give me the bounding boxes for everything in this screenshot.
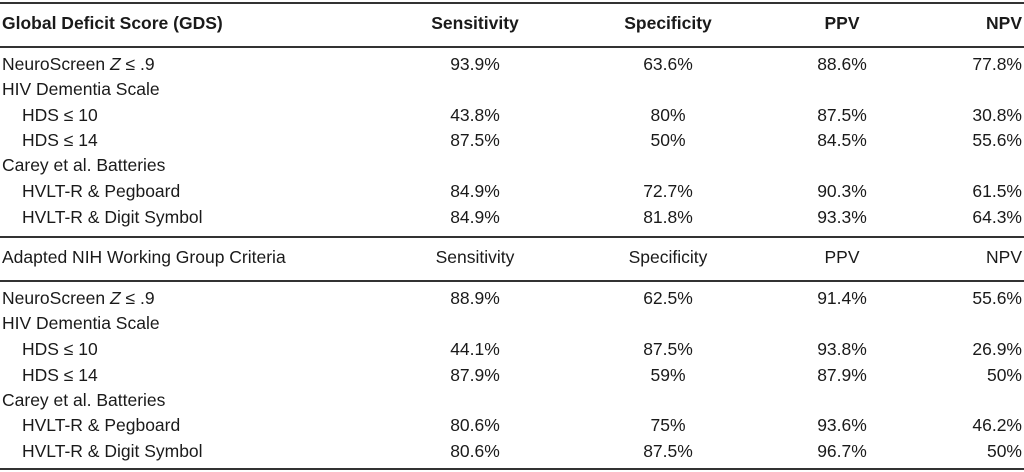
table-row: HVLT-R & Digit Symbol 84.9% 81.8% 93.3% … [0, 204, 1024, 230]
section-2-header-row: Adapted NIH Working Group Criteria Sensi… [0, 244, 1024, 270]
table-row: NeuroScreen Z ≤ .9 88.9% 62.5% 91.4% 55.… [0, 285, 1024, 311]
specificity-cell: 62.5% [643, 288, 693, 308]
row-label: HDS ≤ 10 [22, 105, 98, 125]
row-label: HDS ≤ 14 [22, 365, 98, 385]
table-row: HIV Dementia Scale [0, 76, 1024, 102]
section-2-title: Adapted NIH Working Group Criteria [2, 247, 286, 267]
col-header-specificity: Specificity [624, 13, 712, 33]
npv-cell: 55.6% [972, 130, 1022, 150]
table-row: HDS ≤ 14 87.9% 59% 87.9% 50% [0, 362, 1024, 388]
ppv-cell: 87.9% [817, 365, 867, 385]
row-label: HIV Dementia Scale [2, 313, 160, 333]
specificity-cell: 50% [650, 130, 686, 150]
npv-cell: 26.9% [972, 339, 1022, 359]
specificity-cell: 59% [650, 365, 686, 385]
npv-cell: 55.6% [972, 288, 1022, 308]
row-label: HVLT-R & Digit Symbol [22, 207, 203, 227]
row-label: Carey et al. Batteries [2, 155, 166, 175]
specificity-cell: 81.8% [643, 207, 693, 227]
row-label: Carey et al. Batteries [2, 390, 166, 410]
ppv-cell: 84.5% [817, 130, 867, 150]
npv-cell: 61.5% [972, 181, 1022, 201]
sensitivity-cell: 87.5% [450, 130, 500, 150]
sensitivity-cell: 44.1% [450, 339, 500, 359]
ppv-cell: 93.6% [817, 415, 867, 435]
specificity-cell: 63.6% [643, 54, 693, 74]
col-header-ppv: PPV [824, 13, 860, 33]
table-row: HDS ≤ 10 44.1% 87.5% 93.8% 26.9% [0, 336, 1024, 362]
table-row: NeuroScreen Z ≤ .9 93.9% 63.6% 88.6% 77.… [0, 51, 1024, 77]
row-label: HVLT-R & Digit Symbol [22, 441, 203, 461]
row-label: HVLT-R & Pegboard [22, 415, 181, 435]
table-row: HVLT-R & Pegboard 84.9% 72.7% 90.3% 61.5… [0, 178, 1024, 204]
ppv-cell: 87.5% [817, 105, 867, 125]
npv-cell: 50% [986, 441, 1022, 461]
section-1-header-row: Global Deficit Score (GDS) Sensitivity S… [0, 10, 1024, 36]
ppv-cell: 91.4% [817, 288, 867, 308]
sensitivity-cell: 80.6% [450, 441, 500, 461]
specificity-cell: 72.7% [643, 181, 693, 201]
table-row: HVLT-R & Digit Symbol 80.6% 87.5% 96.7% … [0, 438, 1024, 464]
row-label: HIV Dementia Scale [2, 79, 160, 99]
col-header-npv: NPV [986, 247, 1022, 267]
row-label: HDS ≤ 10 [22, 339, 98, 359]
table-row: HIV Dementia Scale [0, 310, 1024, 336]
sensitivity-cell: 93.9% [450, 54, 500, 74]
top-rule [0, 2, 1024, 4]
ppv-cell: 93.8% [817, 339, 867, 359]
ppv-cell: 88.6% [817, 54, 867, 74]
table-row: HDS ≤ 10 43.8% 80% 87.5% 30.8% [0, 102, 1024, 128]
table-row: Carey et al. Batteries [0, 152, 1024, 178]
table-row: HDS ≤ 14 87.5% 50% 84.5% 55.6% [0, 127, 1024, 153]
specificity-cell: 87.5% [643, 441, 693, 461]
section-1-header-rule [0, 46, 1024, 48]
section-2-header-rule [0, 280, 1024, 282]
ppv-cell: 93.3% [817, 207, 867, 227]
section-1-title: Global Deficit Score (GDS) [2, 13, 223, 33]
sensitivity-cell: 87.9% [450, 365, 500, 385]
ppv-cell: 90.3% [817, 181, 867, 201]
col-header-npv: NPV [986, 13, 1022, 33]
section-divider-rule [0, 236, 1024, 238]
col-header-ppv: PPV [824, 247, 860, 267]
table-row: Carey et al. Batteries [0, 387, 1024, 413]
row-label: HDS ≤ 14 [22, 130, 98, 150]
sensitivity-cell: 84.9% [450, 207, 500, 227]
sensitivity-cell: 80.6% [450, 415, 500, 435]
npv-cell: 50% [986, 365, 1022, 385]
row-label: NeuroScreen Z ≤ .9 [2, 54, 155, 74]
specificity-cell: 75% [650, 415, 686, 435]
table-row: HVLT-R & Pegboard 80.6% 75% 93.6% 46.2% [0, 412, 1024, 438]
sensitivity-cell: 88.9% [450, 288, 500, 308]
sensitivity-cell: 84.9% [450, 181, 500, 201]
npv-cell: 64.3% [972, 207, 1022, 227]
col-header-specificity: Specificity [628, 247, 708, 267]
npv-cell: 46.2% [972, 415, 1022, 435]
sensitivity-cell: 43.8% [450, 105, 500, 125]
specificity-cell: 80% [650, 105, 686, 125]
bottom-rule [0, 468, 1024, 470]
npv-cell: 77.8% [972, 54, 1022, 74]
specificity-cell: 87.5% [643, 339, 693, 359]
ppv-cell: 96.7% [817, 441, 867, 461]
row-label: NeuroScreen Z ≤ .9 [2, 288, 155, 308]
row-label: HVLT-R & Pegboard [22, 181, 181, 201]
col-header-sensitivity: Sensitivity [431, 13, 519, 33]
npv-cell: 30.8% [972, 105, 1022, 125]
col-header-sensitivity: Sensitivity [435, 247, 515, 267]
